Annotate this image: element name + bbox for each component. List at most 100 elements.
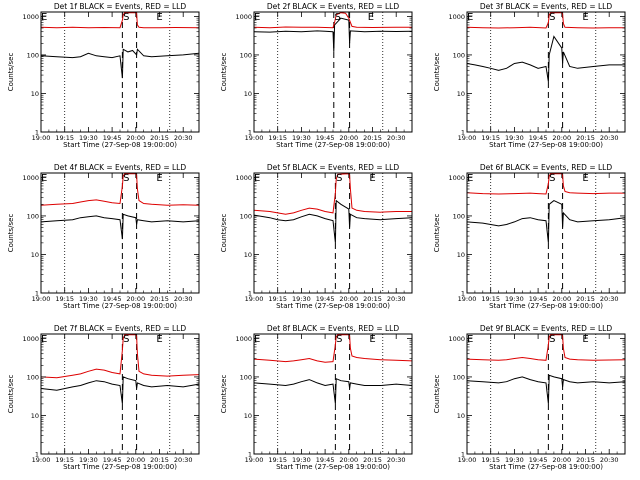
x-tick-label: 20:00 bbox=[339, 456, 358, 464]
y-axis-label: Counts/sec bbox=[433, 375, 441, 414]
x-axis-label: Start Time (27-Sep-08 19:00:00) bbox=[489, 141, 603, 149]
events-series-line bbox=[466, 200, 626, 243]
x-tick-label: 19:30 bbox=[505, 134, 524, 142]
y-tick-label: 100 bbox=[453, 373, 465, 381]
interval-marker-S: S bbox=[549, 173, 555, 184]
interval-marker-E: E bbox=[41, 12, 47, 23]
y-tick-label: 100 bbox=[27, 212, 39, 220]
x-tick-label: 20:30 bbox=[387, 456, 406, 464]
x-tick-label: 20:00 bbox=[339, 295, 358, 303]
x-tick-label: 19:30 bbox=[292, 456, 311, 464]
lld-series-line bbox=[253, 334, 413, 363]
y-tick-label: 10 bbox=[457, 251, 465, 259]
x-tick-label: 19:30 bbox=[505, 456, 524, 464]
lld-series-line bbox=[40, 173, 200, 206]
y-tick-label: 1 bbox=[248, 290, 252, 298]
interval-marker-E: E bbox=[41, 334, 47, 345]
panel-title: Det 5f BLACK = Events, RED = LLD bbox=[267, 163, 400, 172]
interval-marker-E: E bbox=[41, 173, 47, 184]
x-tick-label: 19:45 bbox=[529, 134, 548, 142]
y-tick-label: 1 bbox=[35, 451, 39, 459]
events-series-line bbox=[253, 377, 413, 404]
y-tick-label: 1 bbox=[461, 451, 465, 459]
lld-series-line bbox=[40, 12, 200, 29]
x-tick-label: 20:30 bbox=[174, 295, 193, 303]
x-axis-label: Start Time (27-Sep-08 19:00:00) bbox=[63, 302, 177, 310]
interval-marker-S: S bbox=[123, 12, 129, 23]
panel-det-9: Det 9f BLACK = Events, RED = LLD 1 10 100 10… bbox=[433, 324, 626, 471]
interval-marker-S: S bbox=[335, 12, 341, 23]
x-tick-label: 20:30 bbox=[174, 134, 193, 142]
y-tick-label: 1000 bbox=[22, 174, 39, 182]
interval-marker-E: E bbox=[467, 334, 473, 345]
lld-series-line bbox=[466, 173, 625, 195]
x-tick-label: 20:30 bbox=[387, 134, 406, 142]
x-tick-label: 20:15 bbox=[363, 295, 382, 303]
y-axis-label: Counts/sec bbox=[7, 53, 15, 92]
interval-marker-S: S bbox=[336, 173, 342, 184]
x-tick-label: 20:00 bbox=[126, 295, 145, 303]
x-axis-label: Start Time (27-Sep-08 19:00:00) bbox=[489, 302, 603, 310]
x-tick-label: 19:30 bbox=[79, 456, 98, 464]
interval-marker-S: S bbox=[123, 173, 129, 184]
y-tick-label: 1 bbox=[248, 451, 252, 459]
interval-marker-E: E bbox=[156, 12, 162, 23]
y-axis-label: Counts/sec bbox=[7, 214, 15, 253]
x-tick-label: 19:45 bbox=[316, 134, 335, 142]
panel-title: Det 8f BLACK = Events, RED = LLD bbox=[267, 324, 400, 333]
y-tick-label: 100 bbox=[240, 51, 252, 59]
x-tick-label: 19:45 bbox=[529, 456, 548, 464]
x-tick-label: 19:15 bbox=[268, 456, 287, 464]
y-tick-label: 100 bbox=[240, 212, 252, 220]
panel-det-7: Det 7f BLACK = Events, RED = LLD 1 10 100 10… bbox=[7, 324, 200, 471]
panel-title: Det 4f BLACK = Events, RED = LLD bbox=[54, 163, 187, 172]
interval-marker-E: E bbox=[582, 334, 588, 345]
x-tick-label: 19:30 bbox=[505, 295, 524, 303]
y-tick-label: 1000 bbox=[448, 335, 465, 343]
x-tick-label: 20:15 bbox=[576, 456, 595, 464]
lld-series-line bbox=[466, 334, 626, 361]
y-axis-label: Counts/sec bbox=[220, 214, 228, 253]
y-tick-label: 100 bbox=[240, 373, 252, 381]
x-tick-label: 19:00 bbox=[458, 456, 477, 464]
y-axis-label: Counts/sec bbox=[433, 53, 441, 92]
x-tick-label: 20:30 bbox=[174, 456, 193, 464]
x-tick-label: 19:45 bbox=[103, 295, 122, 303]
x-tick-label: 20:00 bbox=[126, 134, 145, 142]
events-series-line bbox=[466, 35, 625, 82]
panel-det-3: Det 3f BLACK = Events, RED = LLD 1 10 100 10… bbox=[433, 2, 626, 149]
y-tick-label: 1 bbox=[35, 129, 39, 137]
y-tick-label: 1000 bbox=[235, 335, 252, 343]
y-tick-label: 1000 bbox=[448, 13, 465, 21]
x-tick-label: 20:00 bbox=[552, 134, 571, 142]
x-tick-label: 20:15 bbox=[150, 134, 169, 142]
x-tick-label: 19:00 bbox=[245, 456, 264, 464]
x-tick-label: 19:45 bbox=[316, 456, 335, 464]
y-tick-label: 100 bbox=[27, 373, 39, 381]
x-tick-label: 19:00 bbox=[32, 295, 51, 303]
x-tick-label: 19:00 bbox=[32, 134, 51, 142]
x-tick-label: 19:15 bbox=[55, 456, 74, 464]
x-tick-label: 20:00 bbox=[552, 295, 571, 303]
x-tick-label: 20:30 bbox=[600, 295, 619, 303]
panel-title: Det 2f BLACK = Events, RED = LLD bbox=[267, 2, 400, 11]
events-series-line bbox=[253, 17, 413, 52]
y-tick-label: 10 bbox=[31, 251, 39, 259]
y-tick-label: 10 bbox=[31, 90, 39, 98]
interval-marker-E: E bbox=[467, 173, 473, 184]
interval-marker-S: S bbox=[123, 334, 129, 345]
y-tick-label: 100 bbox=[27, 51, 39, 59]
x-tick-label: 19:30 bbox=[292, 134, 311, 142]
y-axis-label: Counts/sec bbox=[433, 214, 441, 253]
x-tick-label: 20:15 bbox=[363, 456, 382, 464]
lld-series-line bbox=[253, 12, 412, 29]
x-tick-label: 19:45 bbox=[103, 456, 122, 464]
y-tick-label: 100 bbox=[453, 51, 465, 59]
x-tick-label: 19:45 bbox=[316, 295, 335, 303]
y-tick-label: 1 bbox=[461, 129, 465, 137]
x-tick-label: 19:15 bbox=[55, 134, 74, 142]
interval-marker-S: S bbox=[336, 334, 342, 345]
x-axis-label: Start Time (27-Sep-08 19:00:00) bbox=[276, 463, 390, 471]
interval-marker-E: E bbox=[254, 12, 260, 23]
x-tick-label: 19:00 bbox=[458, 134, 477, 142]
